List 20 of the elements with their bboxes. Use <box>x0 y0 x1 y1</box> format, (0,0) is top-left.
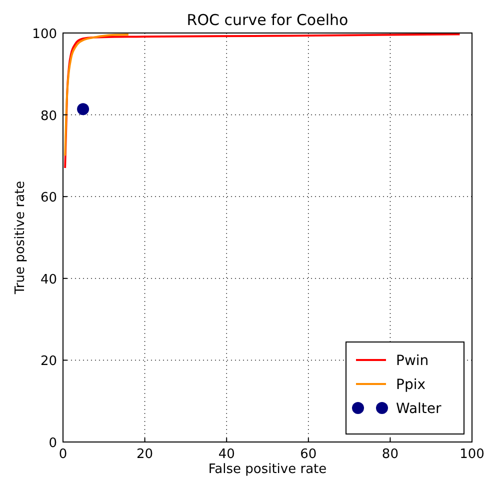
y-tick-label: 60 <box>40 190 57 206</box>
line-series <box>64 34 130 157</box>
x-tick-label: 40 <box>218 447 235 462</box>
x-tick-label: 20 <box>136 447 154 462</box>
x-tick-label: 80 <box>382 447 398 462</box>
x-axis-title: False positive rate <box>208 462 327 477</box>
y-tick-label: 0 <box>48 436 57 451</box>
y-tick-label: 20 <box>40 354 57 370</box>
y-axis-title: True positive rate <box>13 180 28 296</box>
y-tick-label: 100 <box>32 27 57 42</box>
x-tick-label: 60 <box>300 447 317 462</box>
y-tick-label: 80 <box>40 108 57 124</box>
chart-title: ROC curve for Coelho <box>186 11 348 29</box>
legend-label: Ppix <box>396 377 426 393</box>
x-tick-label: 100 <box>460 447 484 462</box>
x-tick-label: 0 <box>58 447 68 462</box>
line-series <box>64 33 461 169</box>
legend-label: Walter <box>396 401 442 417</box>
y-tick-label: 40 <box>40 272 57 288</box>
legend-label: Pwin <box>396 353 429 369</box>
